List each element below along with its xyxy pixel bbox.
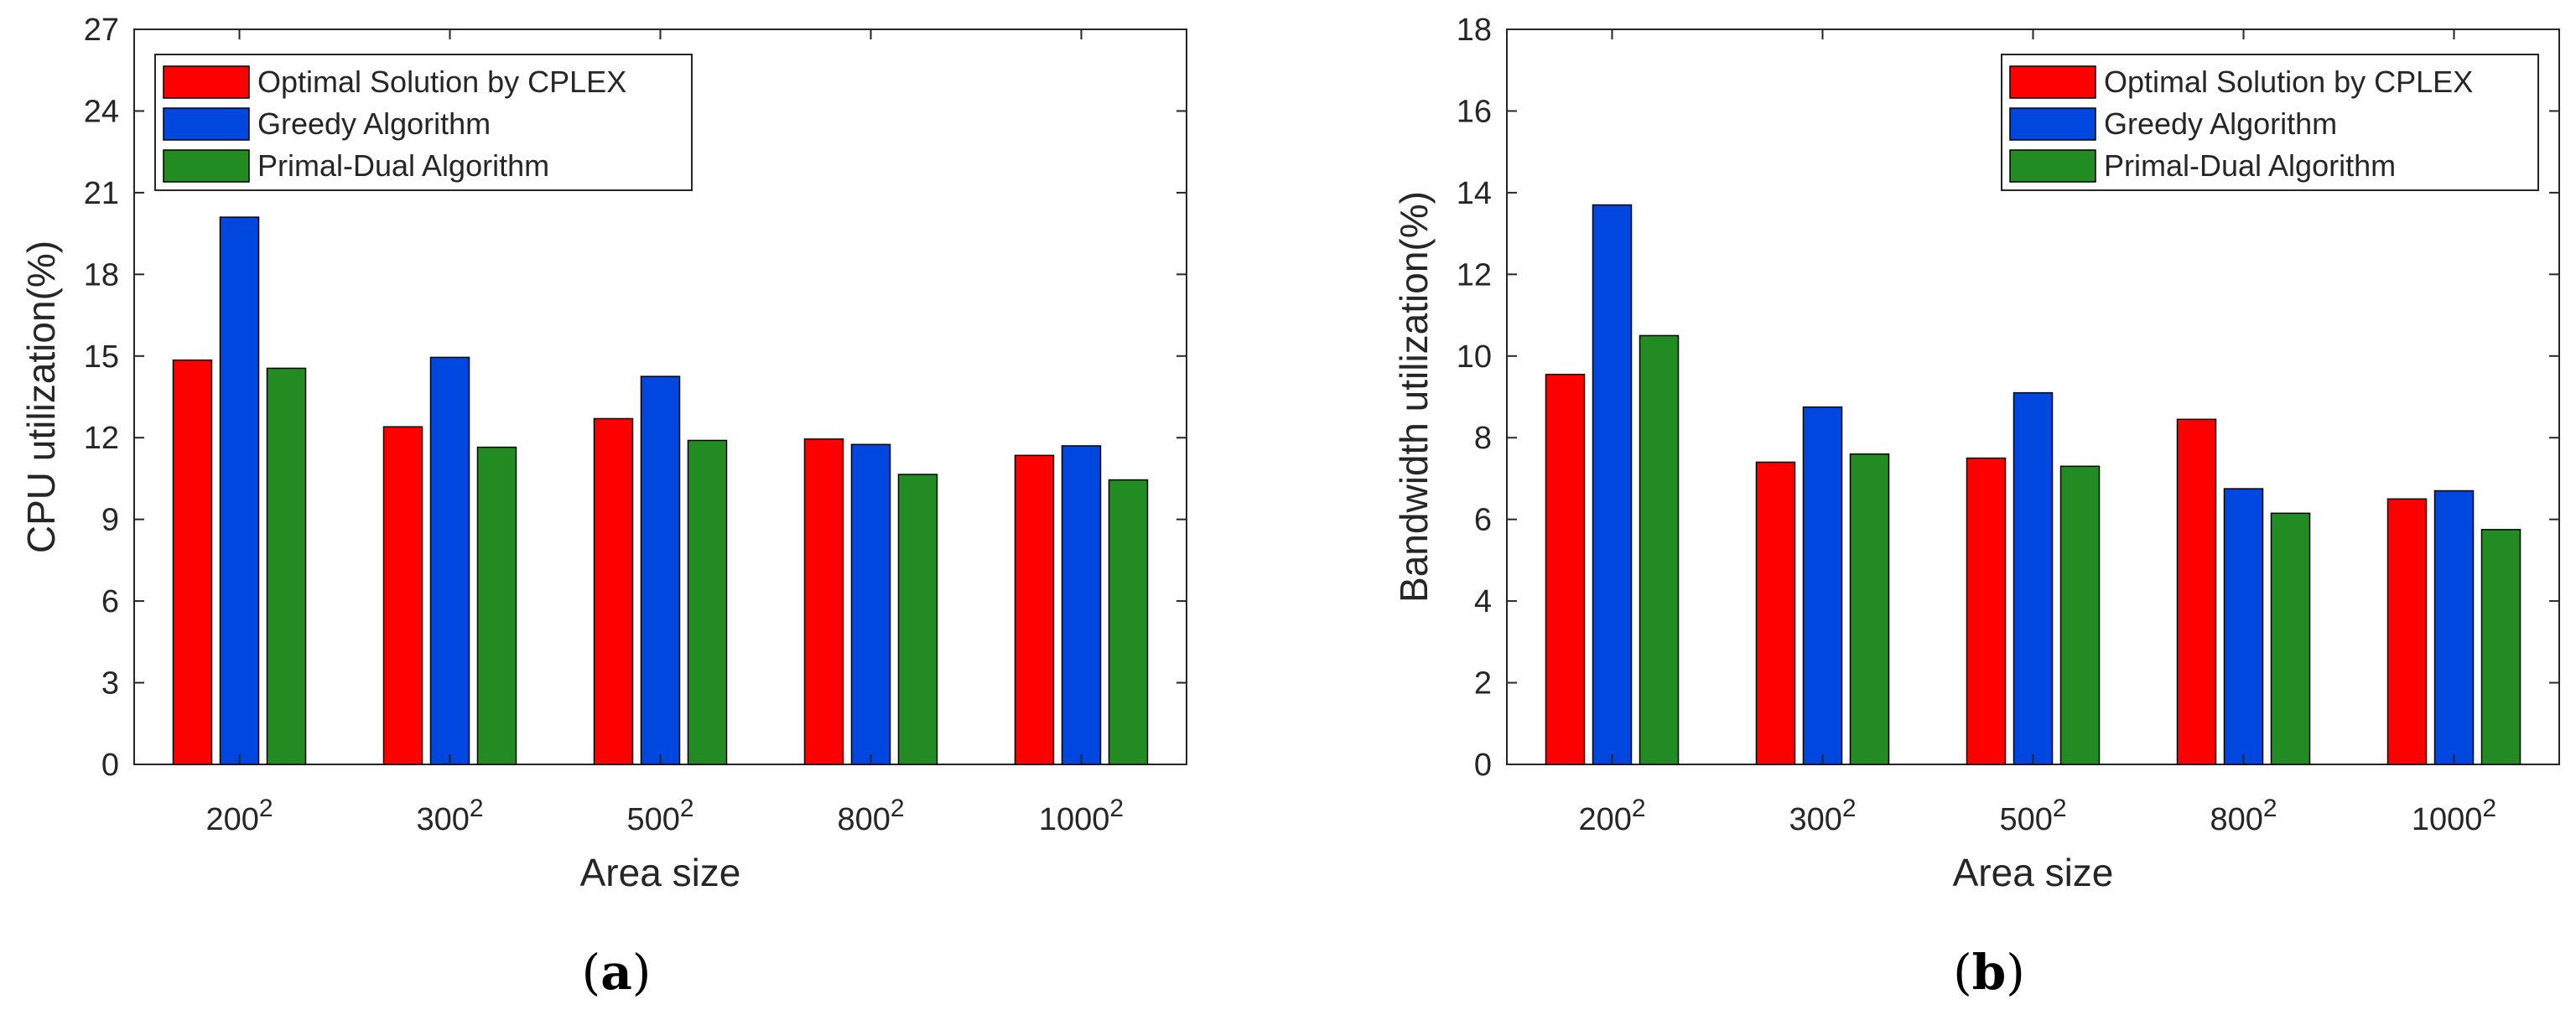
y-tick-label: 9 bbox=[101, 503, 119, 538]
bar-greedy-algorithm bbox=[1061, 445, 1102, 765]
y-tick-label: 12 bbox=[1457, 257, 1492, 293]
bar-greedy-algorithm bbox=[429, 356, 470, 765]
bar-primal-dual-algorithm bbox=[2059, 465, 2101, 765]
y-tick-label: 2 bbox=[1474, 666, 1492, 702]
x-tick-label: 8002 bbox=[837, 795, 904, 837]
bar-primal-dual-algorithm bbox=[1639, 334, 1680, 765]
bar-greedy-algorithm bbox=[2012, 391, 2054, 765]
bar-primal-dual-algorithm bbox=[2270, 512, 2311, 765]
bar-optimal-solution-by-cplex bbox=[382, 426, 423, 765]
bar-greedy-algorithm bbox=[2223, 488, 2264, 765]
y-tick-label: 10 bbox=[1457, 339, 1492, 375]
y-tick-label: 3 bbox=[101, 666, 119, 702]
bar-primal-dual-algorithm bbox=[2480, 529, 2521, 765]
x-tick-label: 10002 bbox=[1039, 795, 1124, 837]
x-axis-label: Area size bbox=[580, 851, 741, 894]
y-tick-label: 24 bbox=[84, 94, 119, 129]
x-tick-label: 8002 bbox=[2210, 795, 2277, 837]
bar-optimal-solution-by-cplex bbox=[2386, 498, 2428, 765]
y-tick-label: 4 bbox=[1474, 584, 1492, 619]
y-tick-label: 6 bbox=[101, 584, 119, 619]
x-tick-label: 5002 bbox=[1999, 795, 2066, 837]
y-tick-label: 14 bbox=[1457, 176, 1492, 211]
y-tick-label: 18 bbox=[1457, 13, 1492, 48]
y-tick-label: 12 bbox=[84, 421, 119, 456]
bar-greedy-algorithm bbox=[640, 375, 681, 765]
legend-swatch bbox=[163, 149, 250, 183]
legend-label: Optimal Solution by CPLEX bbox=[2104, 65, 2473, 99]
x-tick-label: 2002 bbox=[1578, 795, 1645, 837]
x-tick-label: 10002 bbox=[2412, 795, 2496, 837]
bar-primal-dual-algorithm bbox=[266, 367, 307, 765]
figure-caption: (a) bbox=[582, 944, 652, 1001]
bar-primal-dual-algorithm bbox=[897, 474, 938, 765]
legend-label: Primal-Dual Algorithm bbox=[257, 148, 549, 183]
bar-optimal-solution-by-cplex bbox=[1966, 457, 2007, 765]
y-tick-label: 16 bbox=[1457, 94, 1492, 129]
chart-panel-a: 0 3 6 9 12 15 18 21 24 27 2002 3002 5002 8002 10002 Are… bbox=[19, 13, 1187, 1001]
legend-swatch bbox=[2009, 65, 2096, 99]
y-tick-label: 18 bbox=[84, 257, 119, 293]
bar-optimal-solution-by-cplex bbox=[172, 359, 213, 765]
y-axis-label: CPU utilization(%) bbox=[19, 241, 63, 553]
bar-optimal-solution-by-cplex bbox=[1545, 373, 1586, 765]
bar-greedy-algorithm bbox=[1802, 406, 1843, 765]
bar-optimal-solution-by-cplex bbox=[2176, 418, 2217, 765]
legend-label: Primal-Dual Algorithm bbox=[2104, 148, 2396, 183]
legend-swatch bbox=[163, 107, 250, 141]
bar-greedy-algorithm bbox=[219, 216, 260, 765]
bar-optimal-solution-by-cplex bbox=[803, 438, 844, 765]
y-tick-label: 21 bbox=[84, 176, 119, 211]
y-tick-label: 8 bbox=[1474, 421, 1492, 456]
y-tick-label: 27 bbox=[84, 13, 119, 48]
figure-caption: (b) bbox=[1953, 944, 2025, 1001]
bar-optimal-solution-by-cplex bbox=[1014, 454, 1055, 765]
bar-greedy-algorithm bbox=[1592, 204, 1633, 765]
bar-optimal-solution-by-cplex bbox=[593, 417, 634, 765]
bar-primal-dual-algorithm bbox=[687, 439, 728, 765]
y-axis-label: Bandwidth utilization(%) bbox=[1392, 191, 1436, 603]
x-tick-label: 3002 bbox=[1789, 795, 1856, 837]
legend-label: Optimal Solution by CPLEX bbox=[257, 65, 626, 99]
x-axis-label: Area size bbox=[1953, 851, 2114, 894]
bar-greedy-algorithm bbox=[850, 443, 891, 765]
x-tick-label: 3002 bbox=[416, 795, 483, 837]
chart-panel-b: 0 2 4 6 8 10 12 14 16 18 2002 3002 5002 8002 10002 Area… bbox=[1392, 13, 2560, 1001]
x-tick-label: 5002 bbox=[626, 795, 693, 837]
y-tick-label: 0 bbox=[101, 748, 119, 783]
bar-primal-dual-algorithm bbox=[1108, 479, 1149, 765]
legend-swatch bbox=[2009, 149, 2096, 183]
bar-primal-dual-algorithm bbox=[1849, 453, 1890, 765]
y-tick-label: 0 bbox=[1474, 748, 1492, 783]
x-tick-label: 2002 bbox=[205, 795, 273, 837]
bar-greedy-algorithm bbox=[2433, 489, 2475, 765]
y-tick-label: 15 bbox=[84, 339, 119, 375]
legend-label: Greedy Algorithm bbox=[2104, 106, 2337, 141]
legend-label: Greedy Algorithm bbox=[257, 106, 491, 141]
legend-swatch bbox=[2009, 107, 2096, 141]
bar-primal-dual-algorithm bbox=[476, 446, 517, 765]
bar-optimal-solution-by-cplex bbox=[1755, 461, 1796, 765]
y-tick-label: 6 bbox=[1474, 503, 1492, 538]
legend-swatch bbox=[163, 65, 250, 99]
